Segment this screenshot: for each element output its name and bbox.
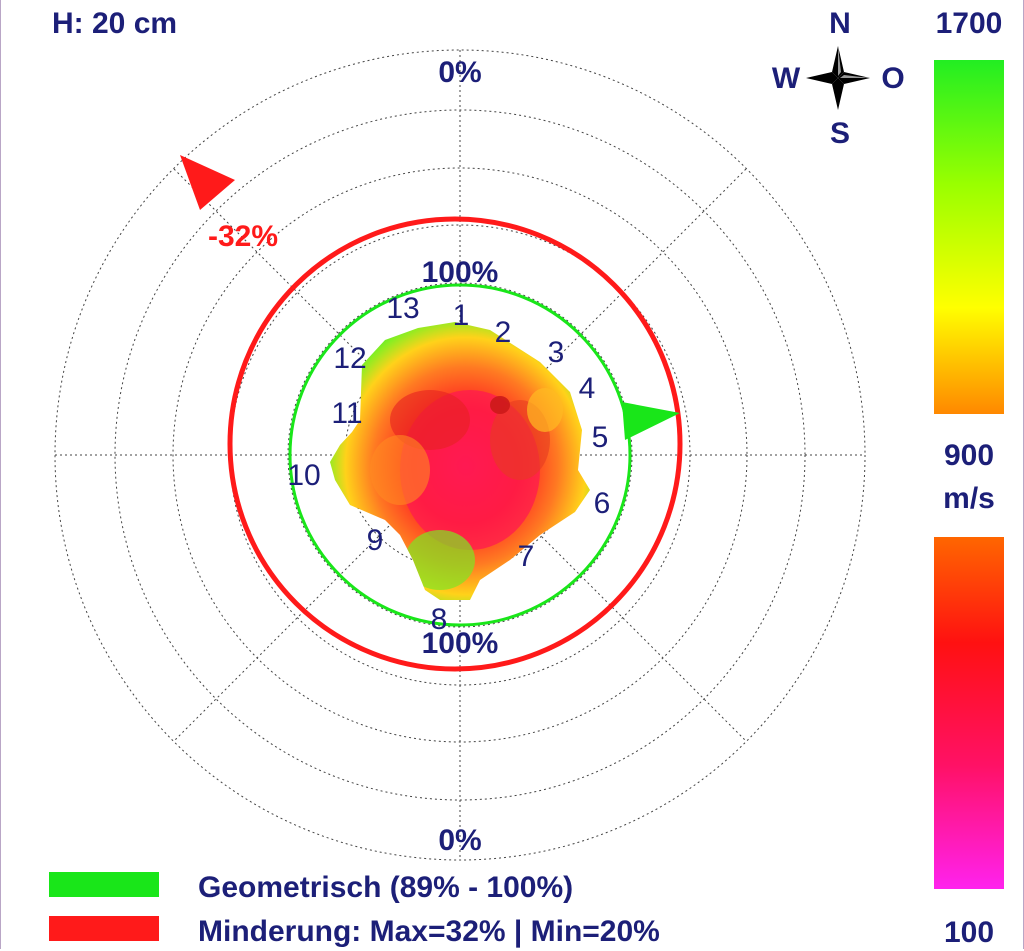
velocity-scale: 1700 900 m/s 100 [934,7,1004,949]
ring-label-outer-bottom: 0% [438,824,481,857]
sensor-label: 6 [594,487,611,520]
legend-swatch-reduction [49,916,159,941]
sensor-labels: 1 2 3 4 5 6 7 8 9 10 11 12 13 [287,292,610,636]
scale-unit: m/s [943,482,995,515]
red-marker-arrow [180,155,235,210]
legend: Geometrisch (89% - 100%) Minderung: Max=… [49,871,660,948]
compass-north: N [829,7,851,40]
ring-label-outer-top: 0% [438,56,481,89]
compass-icon [806,46,870,110]
polar-grid [54,49,866,861]
green-marker-arrow [622,402,680,440]
legend-label-reduction: Minderung: Max=32% | Min=20% [198,915,660,948]
sensor-label: 8 [431,603,448,636]
ring-label-inner-top: 100% [422,256,499,289]
sensor-label: 3 [548,336,565,369]
compass-west: W [772,62,801,95]
geometric-circle [288,283,632,627]
scale-upper-bar [934,60,1004,414]
sensor-label: 9 [367,524,384,557]
sensor-label: 12 [333,342,366,375]
height-label: H: 20 cm [52,7,177,40]
scale-mid-value: 900 [944,439,994,472]
compass-south: S [830,117,850,150]
red-marker-label: -32% [208,220,278,253]
sensor-label: 4 [579,372,596,405]
sensor-label: 5 [592,421,609,454]
reduction-circle [227,216,683,672]
legend-label-geometric: Geometrisch (89% - 100%) [198,871,573,904]
sensor-label: 7 [518,540,535,573]
legend-swatch-geometric [49,872,159,897]
scale-top-value: 1700 [936,7,1003,40]
sensor-label: 10 [287,459,320,492]
sensor-label: 2 [495,316,512,349]
compass-east: O [881,62,904,95]
ring-label-inner-bottom: 100% [422,627,499,660]
sensor-label: 11 [331,397,362,430]
sensor-label: 13 [386,292,419,325]
scale-lower-bar [934,537,1004,889]
scale-bottom-value: 100 [944,916,994,949]
sensor-label: 1 [453,299,470,332]
